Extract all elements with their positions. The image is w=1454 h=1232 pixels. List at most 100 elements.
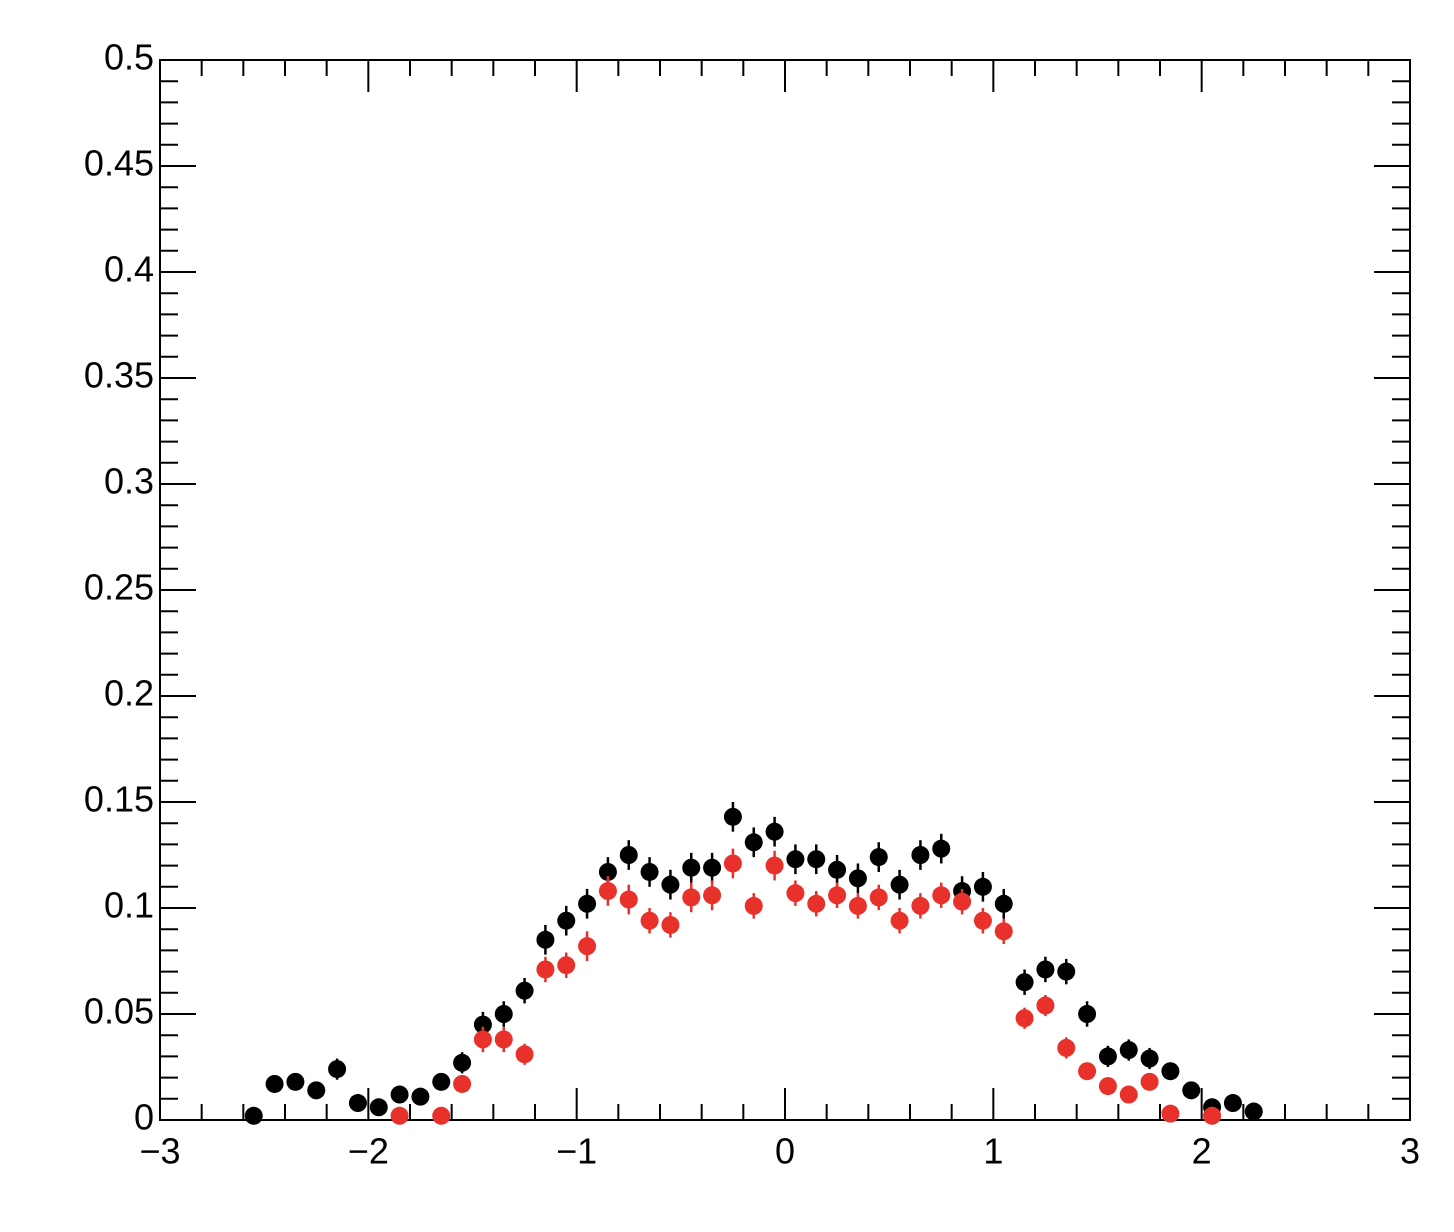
data-point: [661, 875, 680, 894]
data-point: [994, 894, 1013, 913]
data-point: [1078, 1005, 1097, 1023]
data-point: [1015, 1009, 1034, 1028]
x-tick-label: 0: [775, 1131, 795, 1172]
x-tick-label: −1: [556, 1131, 597, 1172]
data-point: [1078, 1062, 1097, 1081]
data-point: [1140, 1072, 1159, 1091]
data-point: [494, 1030, 513, 1049]
data-point: [307, 1081, 326, 1100]
data-point: [536, 930, 555, 949]
data-point: [411, 1087, 430, 1106]
data-point: [244, 1106, 263, 1125]
y-tick-label: 0.3: [104, 461, 154, 502]
data-point: [765, 856, 784, 875]
data-point: [994, 922, 1013, 941]
y-tick-label: 0.05: [84, 991, 154, 1032]
data-point: [390, 1085, 409, 1104]
y-tick-label: 0.35: [84, 355, 154, 396]
data-point: [765, 822, 784, 841]
data-point: [807, 894, 826, 913]
data-point: [869, 888, 888, 907]
data-point: [515, 981, 534, 1000]
data-point: [1244, 1102, 1263, 1121]
data-point: [682, 888, 701, 907]
data-point: [1161, 1104, 1180, 1123]
y-tick-label: 0.15: [84, 779, 154, 820]
data-point: [1057, 962, 1076, 981]
data-point: [473, 1015, 492, 1034]
data-point: [869, 848, 888, 867]
data-point: [744, 896, 763, 915]
data-point: [536, 960, 555, 979]
data-point: [1161, 1062, 1180, 1081]
x-tick-label: −3: [139, 1131, 180, 1172]
data-point: [911, 896, 930, 915]
data-point: [432, 1072, 451, 1091]
data-point: [932, 839, 951, 858]
y-tick-label: 0.2: [104, 673, 154, 714]
plot-frame: [159, 59, 1411, 1121]
data-point: [515, 1045, 534, 1064]
y-tick-label: 0.4: [104, 249, 154, 290]
data-point: [640, 862, 659, 881]
data-point: [619, 846, 638, 864]
data-point: [1057, 1038, 1076, 1057]
data-point: [328, 1060, 347, 1079]
data-point: [890, 911, 909, 930]
data-point: [578, 894, 597, 913]
data-point: [828, 886, 847, 905]
data-point: [453, 1053, 472, 1072]
data-point: [1098, 1077, 1117, 1096]
y-tick-label: 0.25: [84, 567, 154, 608]
data-point: [682, 858, 701, 877]
data-point: [286, 1072, 305, 1091]
data-point: [1203, 1106, 1222, 1125]
data-point: [848, 896, 867, 915]
data-point: [494, 1005, 513, 1023]
data-point: [598, 862, 617, 881]
data-point: [723, 854, 742, 873]
data-point: [953, 892, 972, 911]
y-tick-label: 0.1: [104, 885, 154, 926]
data-point: [1098, 1047, 1117, 1066]
data-point: [557, 911, 576, 930]
data-point: [1015, 973, 1034, 992]
data-point: [640, 911, 659, 930]
data-point: [1119, 1085, 1138, 1104]
x-tick-label: 1: [983, 1131, 1003, 1172]
data-point: [390, 1106, 409, 1125]
data-point: [578, 937, 597, 956]
data-point: [848, 869, 867, 888]
data-point: [348, 1094, 367, 1113]
data-point: [786, 884, 805, 903]
x-tick-label: 3: [1400, 1131, 1420, 1172]
data-point: [1140, 1049, 1159, 1068]
data-point: [932, 886, 951, 905]
data-point: [1119, 1041, 1138, 1060]
data-point: [973, 911, 992, 930]
data-point: [973, 877, 992, 896]
data-point: [598, 882, 617, 901]
data-point: [619, 890, 638, 909]
data-point: [473, 1030, 492, 1049]
x-tick-label: −2: [348, 1131, 389, 1172]
data-point: [786, 850, 805, 869]
data-point: [890, 875, 909, 894]
data-point: [1182, 1081, 1201, 1100]
data-point: [703, 886, 722, 905]
y-tick-label: 0.45: [84, 143, 154, 184]
data-point: [432, 1106, 451, 1125]
data-point: [1036, 996, 1055, 1015]
data-point: [703, 858, 722, 877]
data-point: [807, 850, 826, 869]
y-tick-label: 0: [134, 1097, 154, 1138]
data-point: [661, 915, 680, 934]
data-point: [369, 1098, 388, 1117]
data-point: [828, 860, 847, 879]
data-point: [453, 1074, 472, 1093]
data-point: [744, 833, 763, 852]
data-point: [1036, 960, 1055, 979]
x-tick-label: 2: [1192, 1131, 1212, 1172]
